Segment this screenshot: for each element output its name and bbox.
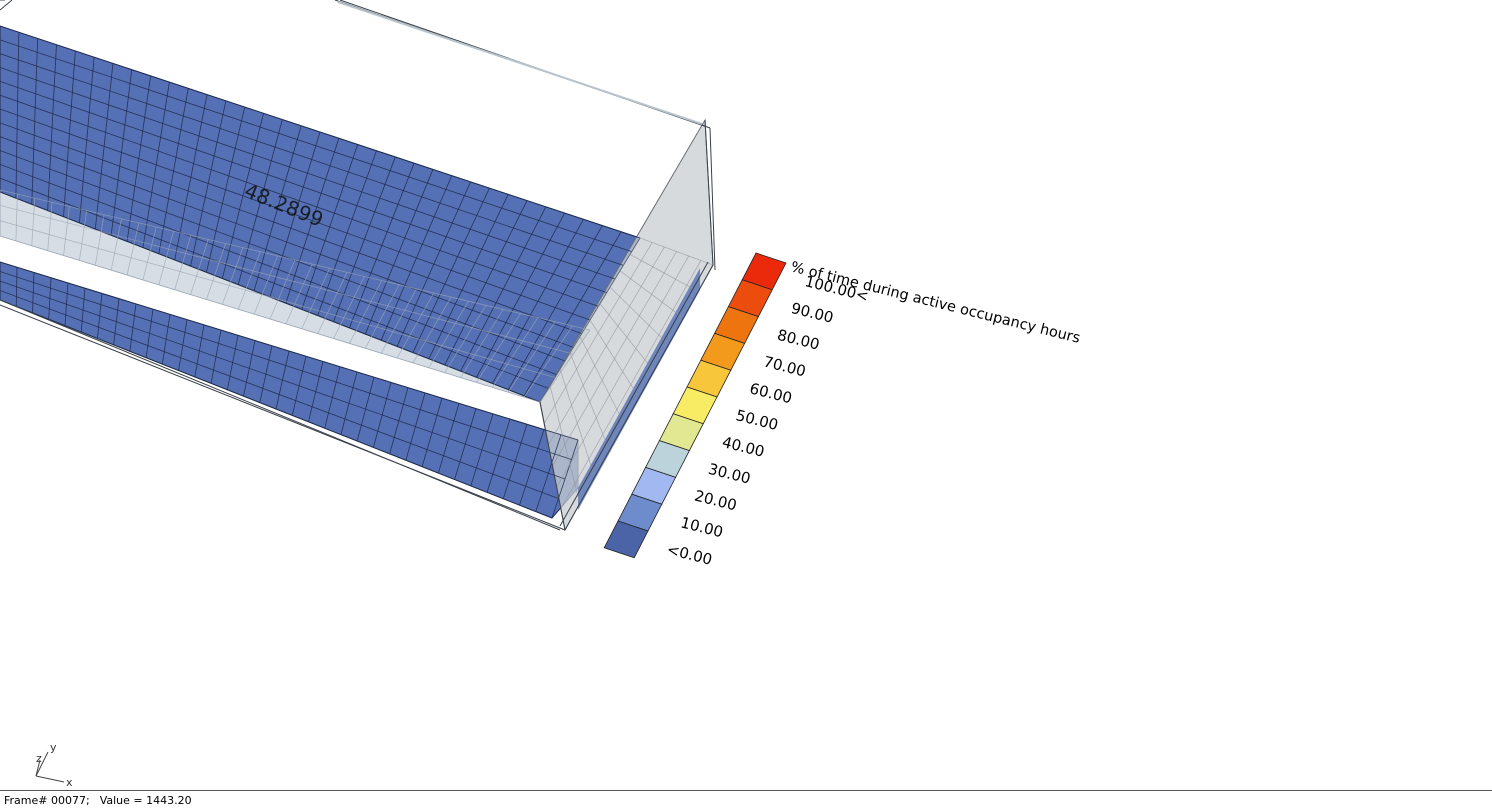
legend-label: 70.00	[762, 353, 808, 381]
legend-swatch	[603, 520, 649, 559]
enclosure-outline	[0, 0, 716, 531]
legend-label: 10.00	[679, 513, 725, 541]
scene-canvas[interactable]: 48.2899 100.00<90.0080.0070.0060.0050.00…	[0, 0, 1492, 790]
legend-label: 50.00	[734, 406, 780, 434]
side-grid-strip	[578, 268, 700, 510]
legend-label: 90.00	[789, 299, 835, 327]
legend-label: 30.00	[706, 460, 752, 488]
legend-label: 80.00	[775, 326, 821, 354]
legend-title: % of time during active occupancy hours	[789, 259, 1082, 347]
axis-gizmo: x y z	[35, 741, 73, 789]
axis-y-label: y	[50, 741, 57, 754]
axis-z-label: z	[36, 752, 42, 765]
axis-x-label: x	[66, 776, 73, 789]
value-readout: Value = 1443.20	[99, 794, 192, 807]
legend-label: <0.00	[665, 540, 714, 569]
legend-label: 20.00	[693, 487, 739, 515]
legend-label: 40.00	[720, 433, 766, 461]
frame-readout: Frame# 00077;	[4, 794, 90, 807]
status-bar: Frame# 00077; Value = 1443.20	[0, 790, 1492, 811]
legend-label: 60.00	[748, 379, 794, 407]
3d-viewport[interactable]: 48.2899 100.00< 90.00 80.00 70.00 60.00 50.00…	[0, 0, 1492, 790]
